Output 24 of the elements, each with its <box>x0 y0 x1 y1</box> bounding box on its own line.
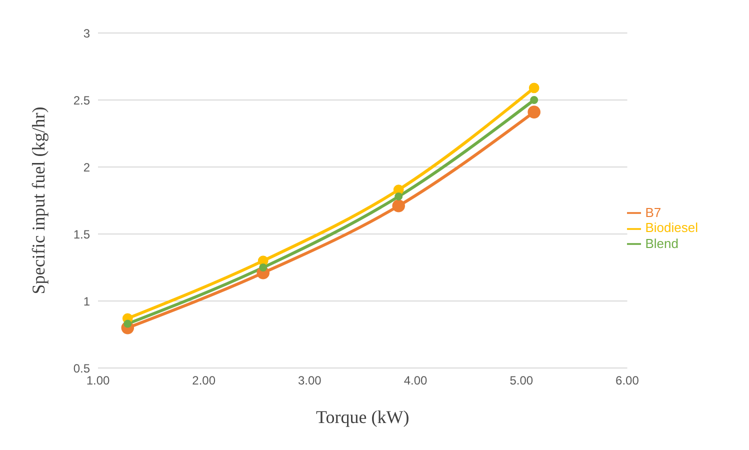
point <box>530 96 538 104</box>
point <box>528 82 540 94</box>
y-tick-label: 3 <box>83 26 90 40</box>
x-tick-label: 3.00 <box>298 374 322 388</box>
legend-label: B7 <box>645 204 662 220</box>
x-tick-label: 1.00 <box>86 374 110 388</box>
x-tick-label: 2.00 <box>192 374 216 388</box>
point <box>259 264 268 272</box>
legend-label: Biodiesel <box>645 220 698 236</box>
y-axis-title: Specific input fuel (kg/hr) <box>28 106 48 294</box>
y-tick-label: 2.5 <box>73 93 90 108</box>
y-tick-label: 1.5 <box>73 227 90 242</box>
x-tick-label: 5.00 <box>510 374 534 388</box>
y-tick-label: 0.5 <box>73 361 90 376</box>
x-tick-label: 6.00 <box>616 374 640 388</box>
x-axis-title: Torque (kW) <box>316 407 410 427</box>
point <box>394 192 403 200</box>
point <box>392 199 406 212</box>
point <box>528 106 540 118</box>
x-tick-label: 4.00 <box>404 374 428 388</box>
point <box>124 320 132 328</box>
y-tick-label: 2 <box>83 160 90 174</box>
legend-label: Blend <box>645 236 678 251</box>
y-tick-label: 1 <box>83 294 90 308</box>
